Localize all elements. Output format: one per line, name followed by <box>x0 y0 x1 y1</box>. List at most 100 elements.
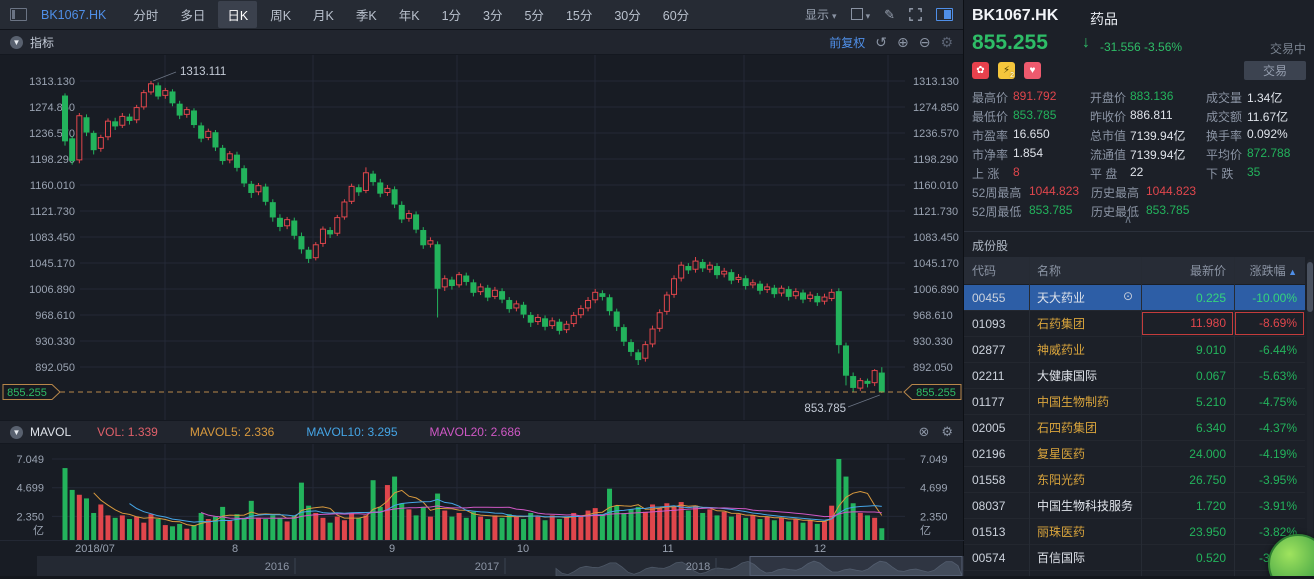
stock-code: 02196 <box>972 446 1006 461</box>
collapse-stats-icon[interactable]: ∧ <box>1124 214 1133 226</box>
indicator-label[interactable]: 指标 <box>30 35 55 50</box>
stat-label: 市盈率 <box>972 129 1009 143</box>
navigator-year-label: 2016 <box>265 561 289 573</box>
volume-unit-left: 亿 <box>33 524 44 537</box>
indicator-settings-icon[interactable]: ⚙ <box>941 424 953 439</box>
stat-value: 22 <box>1130 165 1144 179</box>
column-header-3[interactable]: 涨跌幅 ▲ <box>1249 264 1297 278</box>
draw-tool-icon[interactable]: ✎ <box>884 6 895 22</box>
y-axis-label-right: 1121.730 <box>913 206 958 218</box>
favorite-icon[interactable]: ♥ <box>1024 62 1041 79</box>
table-row-00455[interactable]: 00455 天大药业 ⊙ 0.225 -10.00% <box>964 285 1305 311</box>
stock-price: 1.720 <box>1195 498 1226 513</box>
tab-月K[interactable]: 月K <box>313 9 334 23</box>
stock-code: 01093 <box>972 316 1006 331</box>
zoom-out-icon[interactable]: ⊖ <box>918 33 931 50</box>
constituents-title: 成份股 <box>972 239 1009 253</box>
zoom-in-icon[interactable]: ⊕ <box>896 33 909 50</box>
stat-label: 上 涨 <box>972 167 1000 181</box>
y-axis-label-left: 1006.890 <box>29 284 75 296</box>
fullscreen-icon[interactable] <box>909 8 922 21</box>
display-dropdown[interactable]: 显示 ▾ <box>805 8 837 22</box>
table-scrollbar-thumb[interactable] <box>1307 262 1313 312</box>
candlestick-chart-area[interactable]: 1313.130 1313.130 1274.850 1274.850 1236.570… <box>0 55 964 420</box>
stat-label: 成交量 <box>1206 91 1243 105</box>
legend-MAVOL10: MAVOL10: 3.295 <box>306 425 398 439</box>
y-axis-label-right: 1083.450 <box>913 232 959 244</box>
mavol-title[interactable]: MAVOL <box>30 425 72 439</box>
table-row-02211[interactable]: 02211 大健康国际 0.067 -5.63% <box>964 363 1305 389</box>
chart-settings-icon[interactable]: ⚙ <box>940 33 953 50</box>
price-down-arrow-icon: ↓ <box>1082 34 1090 51</box>
tab-分时[interactable]: 分时 <box>133 9 159 23</box>
volume-chart[interactable]: 7.049 7.0494.699 4.6992.350 2.350亿亿 <box>0 444 964 540</box>
trade-button[interactable]: 交易 <box>1244 61 1306 80</box>
layout-toggle-icon[interactable] <box>10 8 27 21</box>
column-header-2[interactable]: 最新价 <box>1189 264 1226 278</box>
stat-value: 891.792 <box>1013 89 1057 103</box>
tab-60分[interactable]: 60分 <box>662 9 690 23</box>
stock-name: 东阳光药 <box>1037 473 1086 487</box>
table-row-02005[interactable]: 02005 石四药集团 6.340 -4.37% <box>964 415 1305 441</box>
reset-zoom-icon[interactable]: ↺ <box>875 33 887 50</box>
stat-label: 开盘价 <box>1090 91 1127 105</box>
tab-周K[interactable]: 周K <box>270 9 292 23</box>
tab-bar: 分时 多日 日K 周K 月K 季K 年K 1分 3分 5分 15分 30分 60分 <box>124 1 698 28</box>
volume-axis-label-right: 4.699 <box>920 483 948 495</box>
y-axis-label-right: 1198.290 <box>913 154 958 166</box>
legend-MAVOL20: MAVOL20: 2.686 <box>429 425 521 439</box>
tab-5分[interactable]: 5分 <box>524 9 544 23</box>
navigator-year-label: 2018 <box>686 561 710 573</box>
y-axis-label-right: 892.050 <box>913 362 953 374</box>
table-row-01093[interactable]: 01093 石药集团 11.980 -8.69% <box>964 311 1305 337</box>
tab-多日[interactable]: 多日 <box>180 9 206 23</box>
stock-price: 24.000 <box>1189 446 1226 461</box>
y-axis-label-left: 968.610 <box>35 310 75 322</box>
stat-label: 换手率 <box>1206 129 1243 143</box>
square-icon <box>850 7 863 20</box>
stock-name-cell: 东阳光药 <box>1029 471 1141 488</box>
table-row-02877[interactable]: 02877 神威药业 9.010 -6.44% <box>964 337 1305 363</box>
table-row-08037[interactable]: 08037 中国生物科技服务 1.720 -3.91% <box>964 493 1305 519</box>
tab-日K[interactable]: 日K <box>218 1 258 28</box>
tab-30分[interactable]: 30分 <box>614 9 641 23</box>
column-header-0[interactable]: 代码 <box>972 264 997 278</box>
table-row-02196[interactable]: 02196 复星医药 24.000 -4.19% <box>964 441 1305 467</box>
column-header-1[interactable]: 名称 <box>1037 264 1062 278</box>
y-axis-label-right: 1274.850 <box>913 102 959 114</box>
stock-name-cell: 神威药业 <box>1029 341 1141 358</box>
volume-indicator-bar: ▼ MAVOL VOL: 1.339 MAVOL5: 2.336 MAVOL10: … <box>0 420 963 444</box>
candle-style-dropdown[interactable]: ▾ <box>850 7 870 22</box>
y-axis-label-right: 1006.890 <box>913 284 959 296</box>
stat-value: 8 <box>1013 165 1020 179</box>
close-indicator-icon[interactable]: ⊗ <box>918 424 930 439</box>
table-scrollbar[interactable] <box>1307 259 1313 576</box>
table-row-01177[interactable]: 01177 中国生物制药 5.210 -4.75% <box>964 389 1305 415</box>
price-adjust-mode[interactable]: 前复权 <box>829 35 866 50</box>
table-row-00858[interactable]: 00858精优药业0.109-3.54% <box>964 571 1305 576</box>
table-row-01513[interactable]: 01513 丽珠医药 23.950 -3.82% <box>964 519 1305 545</box>
tab-季K[interactable]: 季K <box>355 9 377 23</box>
tab-15分[interactable]: 15分 <box>565 9 593 23</box>
mavol-dropdown-icon[interactable]: ▼ <box>10 425 23 439</box>
table-row-01558[interactable]: 01558 东阳光药 26.750 -3.95% <box>964 467 1305 493</box>
stat-label: 总市值 <box>1090 129 1127 143</box>
tab-年K[interactable]: 年K <box>398 9 420 23</box>
tab-3分[interactable]: 3分 <box>483 9 503 23</box>
tab-1分[interactable]: 1分 <box>441 9 462 23</box>
x-axis-label: 10 <box>516 543 530 555</box>
x-axis-label: 8 <box>231 543 239 555</box>
level2-quote-icon[interactable]: ⚡ 2 <box>998 62 1015 79</box>
side-panel-toggle-icon[interactable] <box>936 8 953 21</box>
toolbar-symbol[interactable]: BK1067.HK <box>41 7 107 22</box>
stock-name: 大健康国际 <box>1037 369 1098 383</box>
quote-name: 药品 <box>1090 11 1118 27</box>
indicator-dropdown-icon[interactable]: ▼ <box>10 35 23 49</box>
candlestick-chart[interactable]: 1313.130 1313.130 1274.850 1274.850 1236.570… <box>0 55 964 420</box>
volume-axis-label-right: 7.049 <box>920 454 948 466</box>
stock-name-cell: 天大药业 ⊙ <box>1029 289 1141 306</box>
chart-navigator[interactable]: 2016 2017 2018 <box>0 556 964 577</box>
volume-chart-area[interactable]: 7.049 7.049 4.699 4.699 2.350 2.350 亿亿 <box>0 444 964 540</box>
